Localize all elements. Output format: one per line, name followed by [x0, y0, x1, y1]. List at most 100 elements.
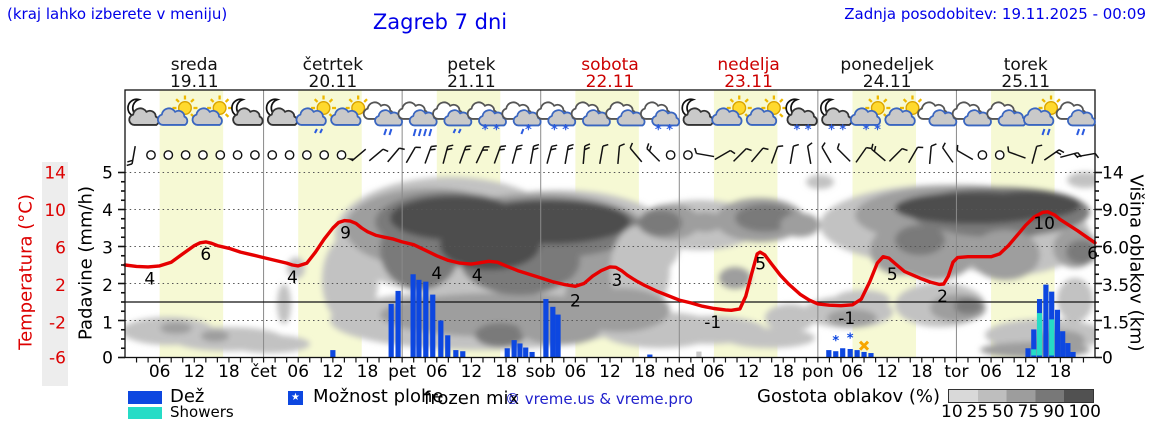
precip-tick-label: 3 — [102, 239, 113, 259]
barb-tick — [551, 144, 558, 148]
barb-tick — [1055, 151, 1062, 156]
temp-ticks-strip — [42, 162, 68, 386]
sun-ray — [348, 98, 353, 103]
last-updated: Zadnja posodobitev: 19.11.2025 - 00:09 — [844, 5, 1146, 23]
time-tick-label: 06 — [565, 362, 587, 382]
sun-ray — [224, 98, 230, 103]
wind-barb-icon — [928, 143, 937, 165]
rain-mark — [417, 128, 422, 137]
wind-barb-icon — [956, 144, 974, 161]
cloud-shape — [786, 107, 818, 126]
weather-icon-sun-cloud — [191, 95, 233, 126]
sun-ray — [363, 98, 368, 103]
rain-bar — [854, 350, 860, 358]
day-name: ponedeljek — [840, 55, 934, 75]
day-name: sobota — [581, 55, 639, 75]
sun-ray — [1041, 98, 1046, 103]
barb-tick — [602, 143, 609, 147]
time-tick-label: pet — [388, 362, 416, 382]
barb-tick — [873, 145, 877, 152]
time-tick-label: tor — [944, 362, 968, 382]
copyright-link[interactable]: © vreme.us & vreme.pro — [505, 390, 693, 408]
temperature-value-label: 3 — [612, 271, 623, 291]
temperature-labels: 4 6 4 9 4 4 2 3 -1 5 -1 5 2 10 6 — [144, 214, 1098, 333]
barb-tick — [917, 146, 924, 149]
legend-showers-swatch — [128, 407, 162, 419]
barb-shaft — [405, 146, 416, 164]
barb-shaft — [855, 147, 867, 163]
rain-bar — [1054, 309, 1061, 358]
barb-tick — [694, 147, 698, 154]
weather-icons-row: * * * * * * * * * * * * * — [127, 95, 1096, 138]
precip-tick-label: 5 — [102, 164, 113, 184]
wind-barb-icon — [564, 143, 574, 164]
time-tick-label: 06 — [980, 362, 1002, 382]
cloud-shape — [884, 107, 916, 126]
wind-barb-icon — [424, 145, 437, 164]
barb-tick — [901, 147, 908, 152]
time-tick-label: 12 — [1015, 362, 1037, 382]
wind-barb-icon — [1077, 152, 1100, 159]
temperature-value-label: 9 — [340, 224, 351, 244]
wind-barb-icon — [789, 143, 800, 164]
snow-mark: * * — [828, 123, 846, 138]
cloud-density-scale — [948, 389, 1094, 403]
barb-shaft — [941, 147, 954, 163]
day-date: 25.11 — [1001, 72, 1050, 92]
barb-shaft — [131, 146, 136, 164]
barb-tick — [1036, 144, 1043, 148]
weather-icon-moon-cloud — [681, 98, 714, 126]
cloud-blob — [1057, 278, 1093, 322]
barb-shaft — [907, 146, 919, 164]
rain-mark — [428, 128, 433, 137]
rain-bar — [504, 348, 510, 358]
calm-wind-icon — [319, 150, 330, 160]
barb-tick — [821, 142, 826, 148]
barb-tick — [619, 143, 625, 147]
wind-barb-icon — [836, 143, 851, 162]
weather-icon-cloud — [605, 101, 646, 127]
time-tick-label: 12 — [876, 362, 898, 382]
cloud-shape — [232, 107, 264, 126]
barb-shaft — [529, 146, 535, 164]
barb-shaft — [928, 145, 932, 165]
cloud-density-scale-ticks: 10 25 50 75 90 100 — [941, 402, 1101, 422]
barb-shaft — [714, 149, 731, 161]
temperature-value-label: -1 — [838, 309, 855, 329]
day-date: 21.11 — [447, 72, 496, 92]
rain-mark — [412, 128, 417, 137]
cloud-blob — [780, 213, 820, 237]
rain-bar — [423, 281, 429, 358]
rain-bar — [1060, 331, 1066, 358]
day-date: 24.11 — [863, 72, 912, 92]
day-date: 20.11 — [309, 72, 358, 92]
time-tick-label: 12 — [322, 362, 344, 382]
sun-ray — [868, 98, 873, 103]
barb-shaft — [821, 146, 832, 164]
barb-tick — [482, 149, 488, 151]
sun-ray — [729, 98, 735, 103]
frozen-x-icon — [858, 340, 870, 351]
calm-wind-icon — [301, 150, 312, 160]
cloud-blob — [725, 328, 815, 348]
sun-ray — [313, 98, 319, 103]
day-name: četrtek — [303, 55, 364, 75]
cloud-blob — [719, 267, 751, 289]
barb-tick — [515, 147, 522, 151]
temperature-value-label: 4 — [431, 264, 442, 284]
weather-icon-cloud-snow: * * — [536, 101, 577, 138]
calm-wind-icon — [267, 150, 278, 160]
rain-bar — [555, 314, 561, 358]
cloud-shape — [745, 107, 778, 126]
calm-wind-icon — [994, 150, 1005, 160]
wind-barb-icon — [599, 143, 609, 164]
page-title: Zagreb 7 dni — [372, 10, 508, 34]
time-tick-label: 12 — [461, 362, 483, 382]
cloud-blob — [1066, 240, 1095, 264]
cloud-blob — [440, 220, 540, 270]
calm-wind-icon — [232, 150, 243, 160]
barb-shaft — [564, 146, 569, 164]
barb-tick — [941, 142, 946, 148]
temperature-value-label: 5 — [755, 254, 766, 274]
